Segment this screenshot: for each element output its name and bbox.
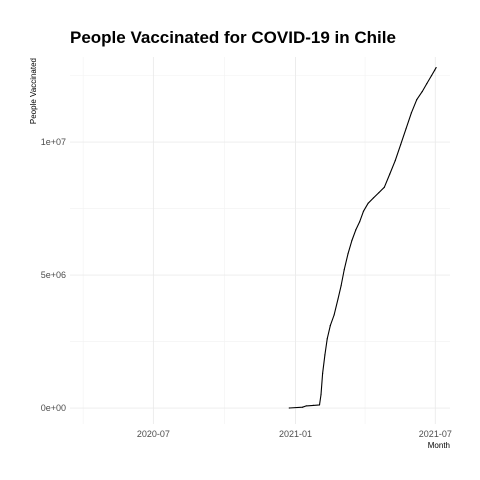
- data-point: [434, 69, 436, 71]
- y-axis-label: People Vaccinated: [29, 58, 38, 124]
- data-point: [329, 325, 331, 327]
- data-point: [343, 269, 345, 271]
- data-point: [324, 354, 326, 356]
- data-point: [416, 99, 418, 101]
- x-axis-ticks: 2020-07 2021-01 2021-07: [137, 429, 452, 439]
- x-tick-label: 2020-07: [137, 429, 170, 439]
- data-point: [305, 405, 307, 407]
- data-point: [301, 406, 304, 408]
- x-tick-label: 2021-01: [279, 429, 312, 439]
- data-point: [426, 83, 428, 85]
- data-point: [347, 253, 349, 255]
- data-point: [372, 197, 375, 199]
- data-point: [340, 285, 342, 287]
- data-point: [405, 128, 407, 130]
- data-point: [389, 173, 391, 175]
- data-point: [421, 91, 423, 93]
- data-point: [359, 221, 361, 223]
- series-line: [289, 67, 437, 409]
- data-point: [400, 144, 402, 146]
- data-point: [430, 75, 433, 77]
- x-axis-label: Month: [428, 441, 450, 450]
- chart-title: People Vaccinated for COVID-19 in Chile: [70, 28, 396, 47]
- y-tick-label: 5e+06: [41, 270, 66, 280]
- data-point: [312, 404, 314, 406]
- y-axis-ticks: 0e+00 5e+06 1e+07: [41, 137, 66, 413]
- data-point: [383, 186, 385, 188]
- grid: [70, 57, 450, 424]
- data-point: [333, 314, 335, 316]
- y-tick-label: 0e+00: [41, 403, 66, 413]
- data-point: [337, 298, 339, 300]
- data-point: [435, 67, 437, 69]
- series-layer: [288, 67, 437, 409]
- data-point: [288, 407, 290, 409]
- data-point: [394, 160, 396, 162]
- data-point: [326, 338, 328, 340]
- data-point: [351, 239, 353, 242]
- data-point: [320, 394, 322, 396]
- x-tick-label: 2021-07: [419, 429, 452, 439]
- data-point: [318, 404, 321, 406]
- data-point: [378, 192, 380, 194]
- data-point: [410, 112, 412, 114]
- data-point: [322, 372, 324, 375]
- data-point: [355, 229, 357, 231]
- data-point: [362, 210, 365, 212]
- data-point: [367, 202, 369, 204]
- y-tick-label: 1e+07: [41, 137, 66, 147]
